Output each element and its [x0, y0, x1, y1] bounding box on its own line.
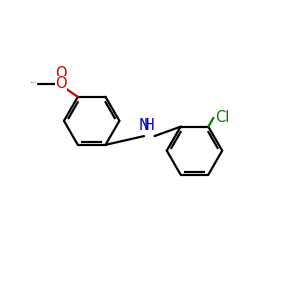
Text: Cl: Cl	[215, 110, 229, 125]
Text: methoxy: methoxy	[31, 82, 37, 83]
Text: H: H	[144, 118, 155, 133]
Text: N: N	[139, 118, 149, 133]
Text: O: O	[55, 66, 67, 81]
Text: O: O	[55, 76, 67, 91]
